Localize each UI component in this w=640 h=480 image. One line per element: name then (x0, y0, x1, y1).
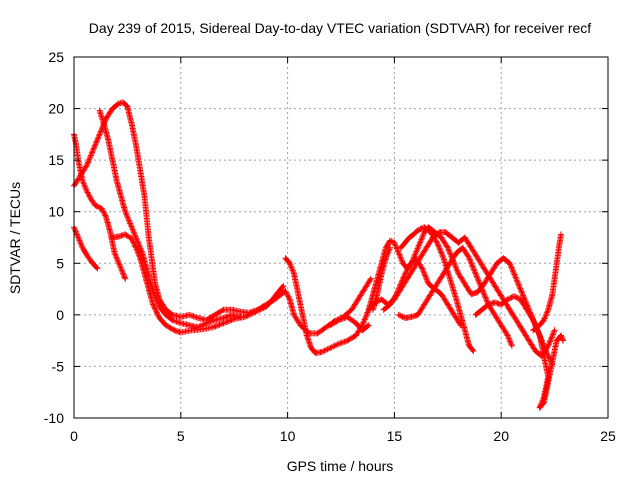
y-tick-label: -5 (52, 358, 65, 374)
series-layer (71, 99, 567, 411)
y-tick-labels: -10 -5 0 5 10 15 20 25 (44, 49, 64, 426)
y-tick-label: 25 (48, 49, 64, 65)
marker-track (71, 99, 374, 337)
x-tick-label: 10 (280, 428, 296, 444)
x-tick-label: 0 (70, 428, 78, 444)
marker-track (380, 255, 464, 329)
y-tick-label: 15 (48, 152, 64, 168)
marker-track (472, 293, 567, 411)
x-tick-label: 5 (177, 428, 185, 444)
series-track-8 (370, 244, 394, 313)
y-tick-label: 0 (56, 307, 64, 323)
series-track-4 (96, 107, 244, 331)
y-tick-label: -10 (44, 410, 64, 426)
series-track-5 (109, 231, 287, 336)
x-tick-label: 20 (493, 428, 509, 444)
marker-track (370, 244, 394, 313)
gridlines (74, 57, 608, 418)
series-track-11 (380, 255, 464, 329)
x-axis-label: GPS time / hours (287, 458, 394, 474)
y-tick-label: 20 (48, 101, 64, 117)
y-tick-label: 10 (48, 204, 64, 220)
marker-track (96, 107, 244, 331)
x-tick-labels: 0 5 10 15 20 25 (70, 428, 616, 444)
ticks (73, 56, 609, 419)
marker-track (71, 131, 129, 282)
series-track-3 (71, 99, 374, 337)
series-track-2 (71, 131, 129, 282)
series-track-9 (397, 224, 477, 354)
series-track-14 (327, 313, 372, 334)
marker-track (530, 231, 564, 334)
series-track-12 (472, 293, 567, 411)
marker-track (327, 313, 372, 334)
plot-border (73, 56, 609, 419)
chart-title: Day 239 of 2015, Sidereal Day-to-day VTE… (89, 20, 591, 36)
x-tick-label: 25 (600, 428, 616, 444)
y-axis-label: SDTVAR / TECUs (7, 182, 23, 294)
marker-track (109, 231, 287, 336)
series-track-1 (71, 224, 101, 272)
y-tick-label: 5 (56, 255, 64, 271)
series-track-13 (530, 231, 564, 334)
marker-track (397, 224, 477, 354)
x-tick-label: 15 (387, 428, 403, 444)
marker-track (71, 224, 101, 272)
